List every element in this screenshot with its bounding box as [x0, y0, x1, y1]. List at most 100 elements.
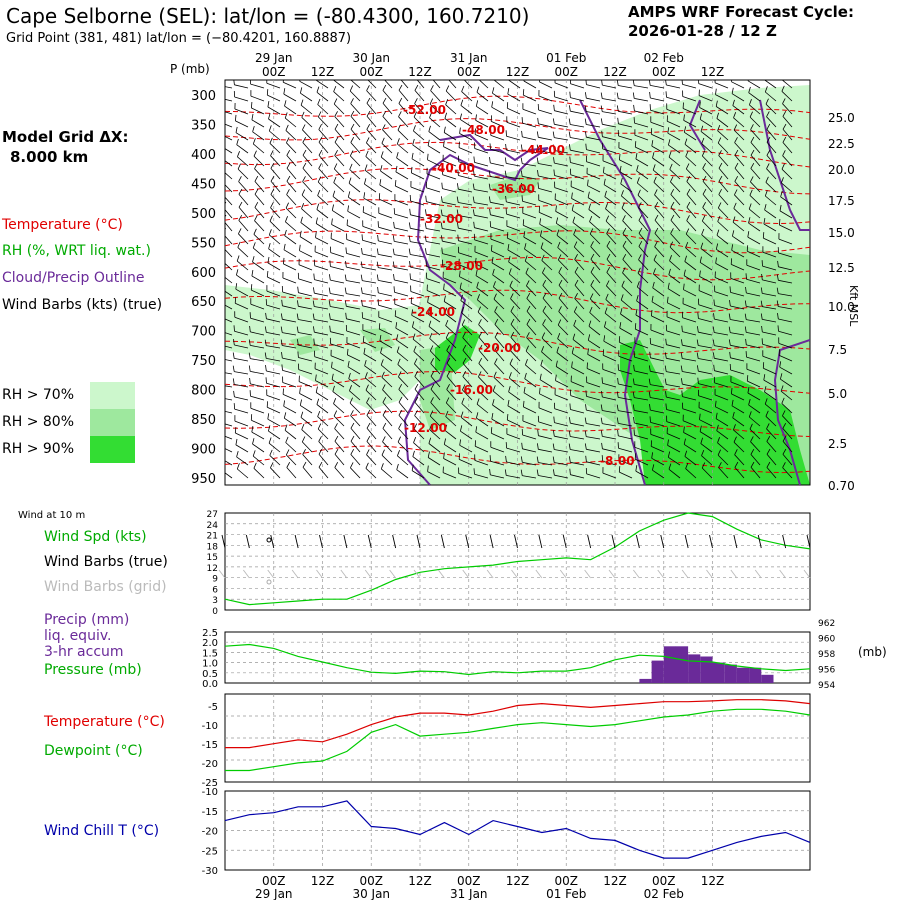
wind-barb — [458, 141, 473, 154]
wind-barb — [538, 401, 553, 414]
wind-barb — [380, 151, 393, 167]
wind-barb — [427, 308, 441, 323]
wind-barb — [233, 403, 249, 414]
wind-barb — [667, 282, 681, 297]
wind-barb — [363, 192, 377, 206]
wind-barb — [409, 273, 425, 284]
wind-barb — [553, 157, 569, 167]
wind-barb — [333, 85, 345, 102]
wind-barb — [728, 313, 745, 323]
legend-rh70-swatch — [90, 382, 135, 409]
top-date-label: 29 Jan — [255, 51, 293, 65]
wind-barb — [649, 337, 665, 349]
wind-barb — [462, 357, 473, 375]
wind-barb — [473, 221, 489, 232]
temperature-contour-label: -48.00 — [462, 123, 505, 137]
wind-barb — [584, 118, 601, 128]
wind-barb — [616, 417, 633, 427]
wind-barb — [605, 203, 617, 219]
wind-barb — [251, 426, 265, 440]
precip-bar — [736, 667, 750, 683]
wind-barb — [557, 332, 569, 349]
wind-barb — [572, 216, 585, 232]
wind-barb — [762, 246, 777, 258]
precip-bar — [724, 664, 737, 683]
wind-barb — [456, 196, 473, 206]
wind-barb — [780, 373, 793, 388]
wind-barb — [362, 324, 377, 336]
wind-barb — [635, 308, 649, 323]
wind-barb — [394, 194, 409, 206]
wind-barb — [264, 326, 281, 336]
wind-barb — [377, 221, 393, 232]
temperature-contours — [225, 95, 810, 474]
wind-barb — [777, 247, 793, 258]
wind-barb — [585, 390, 601, 401]
chart-title: Cape Selborne (SEL): lat/lon = (-80.4300… — [6, 4, 530, 28]
wind-barb — [396, 138, 409, 154]
wind-barb — [749, 111, 761, 128]
wind-barb — [318, 163, 329, 180]
wind-barb — [585, 143, 601, 154]
wind-barb — [251, 113, 265, 128]
wind-barb — [331, 361, 345, 375]
wind-barb — [587, 191, 601, 206]
wind-barb — [604, 307, 617, 323]
wind-barb — [426, 167, 441, 180]
wind-barb — [744, 326, 761, 336]
wind-barb — [302, 149, 313, 167]
wind-barb — [252, 438, 265, 453]
panel-tick-label: -10 — [202, 721, 218, 732]
wind-barb — [555, 205, 569, 219]
wind-barb — [602, 363, 617, 375]
wind-barb — [681, 339, 697, 349]
wind-barb — [302, 137, 313, 154]
wind-barb — [350, 462, 361, 479]
wind-barb — [459, 113, 473, 128]
wind-barb — [589, 306, 601, 323]
wind-barb — [778, 337, 793, 349]
wind-barb — [505, 455, 521, 466]
panel-tick-label: -25 — [202, 846, 218, 857]
wind-barb — [365, 150, 377, 167]
wind-barb — [766, 136, 777, 154]
wind-barb — [233, 339, 249, 349]
wind-barb — [600, 105, 617, 115]
wind-barb — [317, 410, 329, 427]
wind-barb — [334, 435, 345, 453]
height-tick-label: 25.0 — [828, 111, 855, 125]
wind-barb — [633, 117, 649, 128]
panel-tick-label: 6 — [212, 585, 218, 595]
wind-barb — [382, 397, 393, 414]
wind-barb — [444, 424, 457, 440]
wind-barb — [681, 325, 697, 336]
wind-barb — [718, 462, 729, 479]
wind-barb — [505, 208, 521, 219]
wind-barb — [712, 352, 729, 362]
wind-barb — [298, 363, 313, 375]
wind-barb — [413, 423, 425, 440]
wind-barb — [521, 182, 537, 193]
wind-barb — [283, 257, 297, 271]
wind-barb — [398, 384, 409, 401]
wind-barb — [444, 112, 457, 128]
wind-barb — [477, 306, 489, 323]
wind-barb — [494, 345, 505, 362]
wind-barb — [764, 190, 777, 206]
wind-barb — [459, 439, 473, 453]
wind-barb — [619, 322, 633, 336]
wind-barb — [602, 349, 617, 362]
wind-barb — [253, 228, 265, 245]
wind-barb — [717, 137, 729, 154]
wind-barb — [458, 258, 473, 271]
wind-barb — [348, 177, 361, 193]
wind-barb — [411, 166, 425, 180]
legend-rh: RH (%, WRT liq. wat.) — [2, 243, 151, 259]
cloud-precip-outline — [403, 99, 810, 485]
legend-rh80-label: RH > 80% — [2, 414, 75, 430]
wind-barb — [504, 469, 521, 479]
wind-barb — [235, 283, 249, 297]
wind-barb — [734, 176, 745, 193]
